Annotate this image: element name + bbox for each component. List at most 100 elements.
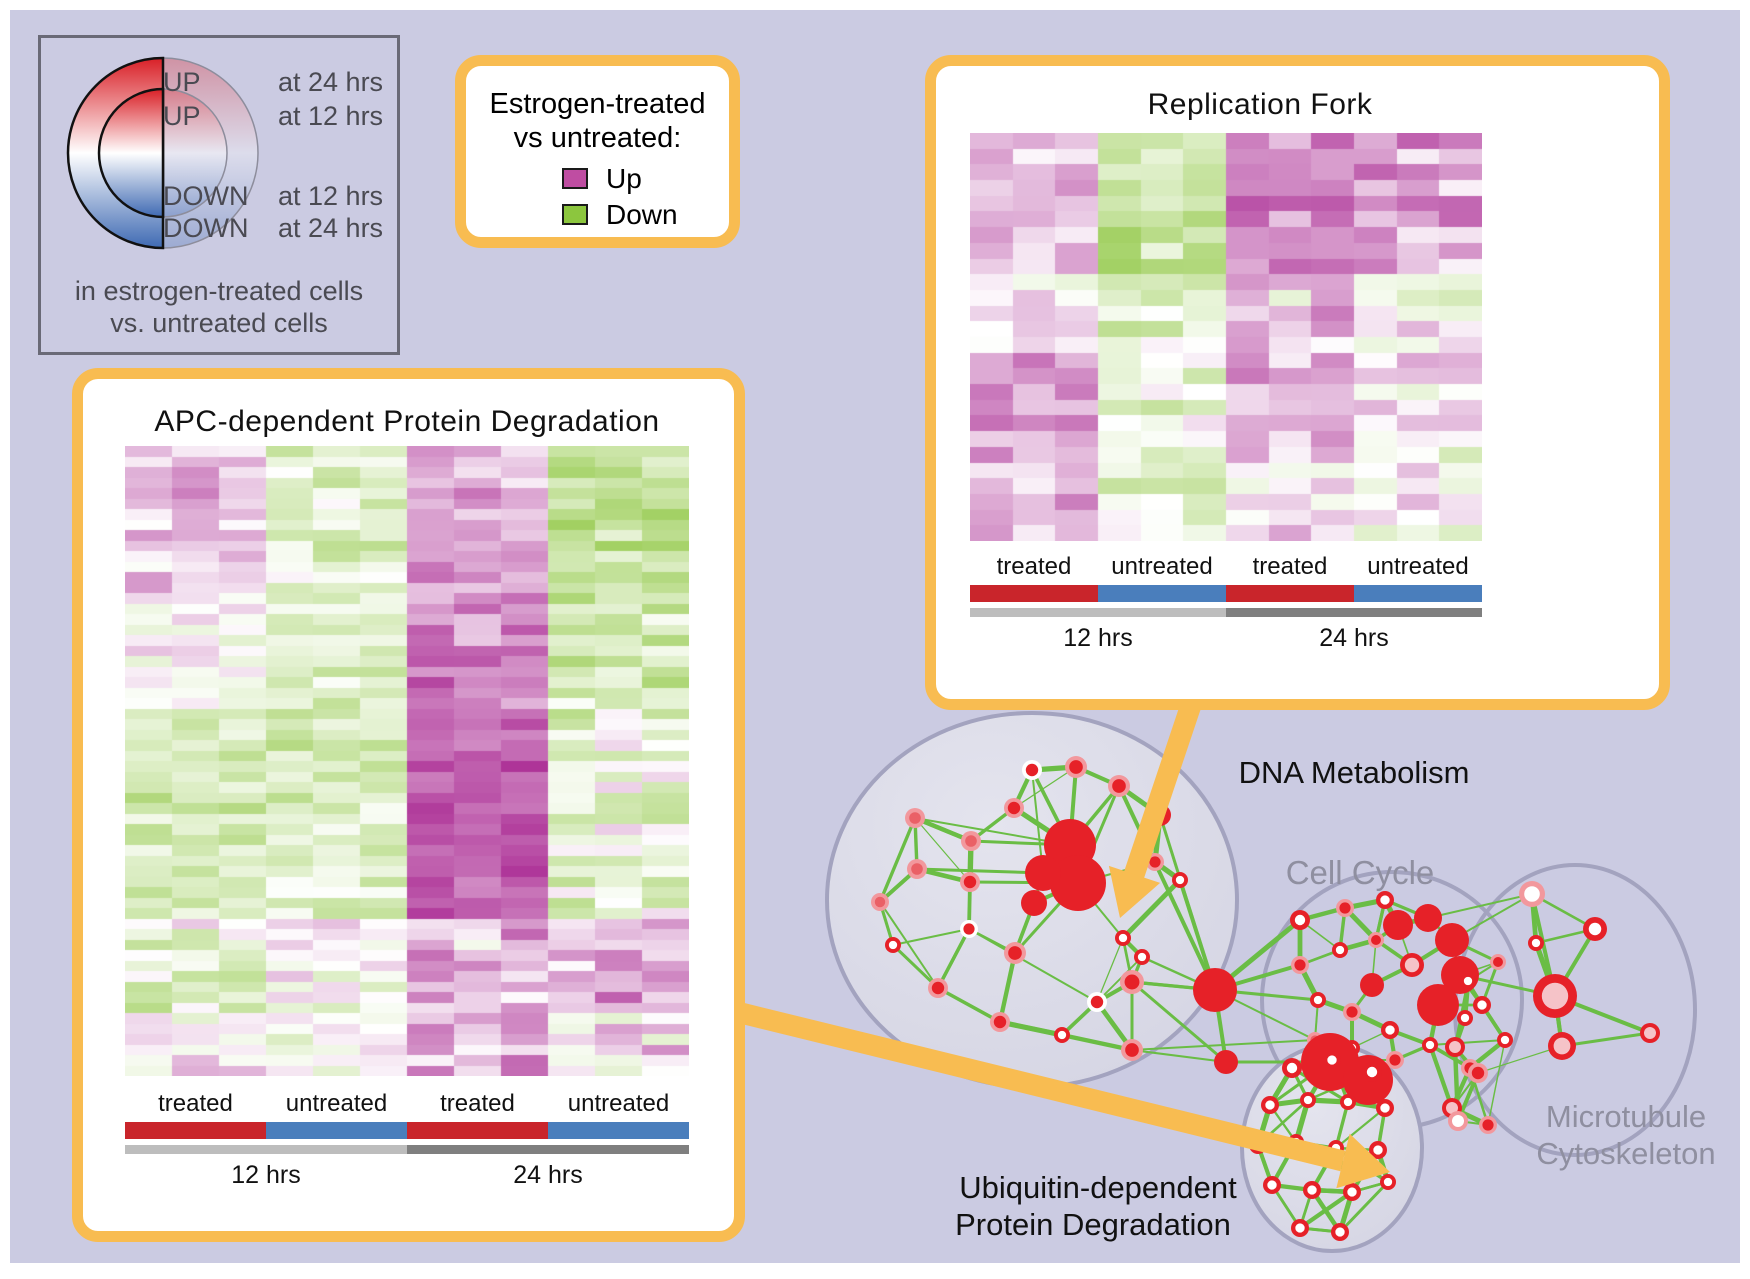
network-edge [999,952,1016,1023]
gene-node [1295,1223,1305,1233]
gene-node [888,940,898,950]
figure-canvas: DNA Metabolism Cell Cycle Microtubule Cy… [10,10,1740,1263]
time-24hrs-label: 24 hrs [513,1161,583,1189]
network-edge [1487,1039,1506,1126]
network-edge [1427,893,1533,919]
network-edge [1477,1045,1563,1074]
untreated-bar [548,1122,689,1139]
treated-bar [1226,585,1354,602]
gene-node [1343,1097,1353,1107]
treated-bar [970,585,1098,602]
network-edge [879,901,939,989]
gene-node [1267,1180,1277,1190]
key-row-time: at 12 hrs [278,181,384,211]
key-caption-line1: in estrogen-treated cells [74,276,364,306]
updown-time-legend: UP at 24 hrs UP at 12 hrs DOWN at 12 hrs… [38,35,400,355]
key-row-time: at 24 hrs [278,213,384,243]
gene-node [1137,952,1147,962]
time-12hrs-label: 12 hrs [1063,624,1133,652]
network-edge [937,987,1001,1023]
gene-node [1482,1119,1494,1131]
gene-node [963,875,977,889]
arrow-apc-to-ubiquitin [734,1001,1390,1189]
key-row-time: at 24 hrs [278,67,384,97]
label-microtubule-line2: Cytoskeleton [1536,1136,1715,1171]
treated-bar [125,1122,266,1139]
condition-label: untreated [285,1090,388,1117]
gene-node [1149,856,1161,868]
network-edge [1339,1181,1389,1233]
gene-node [1366,1066,1378,1078]
condition-label: untreated [567,1090,670,1117]
gene-node [1303,1095,1313,1105]
key-row-label: DOWN [163,181,249,211]
gene-node [874,896,886,908]
gene-node [1500,1035,1510,1045]
gene-node [1531,938,1541,948]
replication-fork-box: Replication Fork treated untreated treat… [925,55,1670,710]
apc-title: APC-dependent Protein Degradation [154,405,660,438]
estrogen-legend-title-line2: vs untreated: [513,122,682,154]
condition-label: treated [996,553,1072,580]
gene-node [1463,976,1473,986]
gene-node [1118,933,1128,943]
replication-fork-title: Replication Fork [1147,88,1373,121]
gene-node [1339,902,1351,914]
time-24hrs-bar [407,1145,689,1154]
gene-node [1360,973,1384,997]
gene-node [1265,1100,1275,1110]
gene-node [1553,1037,1571,1055]
gene-node [1069,760,1083,774]
condition-label: treated [440,1090,515,1117]
gene-node [1313,995,1323,1005]
label-cell-cycle: Cell Cycle [1286,854,1435,891]
gene-node [1477,1000,1487,1010]
gene-node [1404,957,1420,973]
network-edge [1158,814,1217,991]
gene-node [1435,923,1469,957]
estrogen-legend-title-line1: Estrogen-treated [489,88,706,120]
gene-node [1425,1040,1435,1050]
gene-node [1112,779,1126,793]
gene-node [1417,984,1459,1026]
gene-node [1124,974,1140,990]
key-row-label: UP [163,101,201,131]
condition-label: treated [1252,553,1328,580]
gene-node [911,863,923,875]
gene-node [1021,890,1047,916]
time-24hrs-label: 24 hrs [1319,624,1389,652]
gene-node [965,835,977,847]
network-edge [892,928,970,946]
label-dna-metabolism: DNA Metabolism [1239,755,1470,790]
gene-node [1025,763,1039,777]
condition-label: untreated [1367,553,1469,580]
gene-node [1346,1006,1358,1018]
gene-node [1327,1055,1337,1065]
gene-node [963,923,975,935]
gene-node [1193,968,1237,1012]
gene-node [1050,855,1106,911]
network-edge [999,1019,1063,1038]
gene-node [1090,995,1104,1009]
gene-node [1373,1145,1383,1155]
gene-node [1286,1062,1298,1074]
gene-node [1347,1187,1357,1197]
network-edge [936,928,971,989]
time-24hrs-bar [1226,608,1482,617]
network-edge [1121,878,1182,940]
label-ubiquitin-line1: Ubiquitin-dependent [959,1170,1237,1205]
estrogen-legend-box: Estrogen-treated vs untreated: Up Down [455,55,740,248]
condition-label: untreated [1111,553,1213,580]
up-color-swatch [562,168,588,189]
gene-node [1294,914,1306,926]
gene-node [1025,855,1061,891]
treated-bar [407,1122,548,1139]
gene-node [1414,904,1442,932]
untreated-bar [266,1122,407,1139]
network-edge [878,817,917,903]
up-label: Up [606,163,642,194]
condition-label: treated [158,1090,233,1117]
network-edge [916,867,1044,875]
network-edge [1131,980,1227,1064]
